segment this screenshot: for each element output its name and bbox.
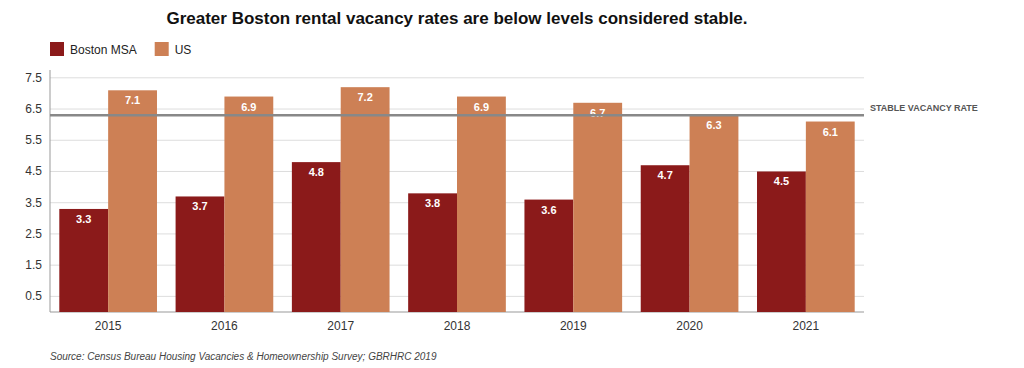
y-tick-label: 4.5: [25, 164, 42, 178]
bar: [292, 162, 341, 312]
y-tick-label: 6.5: [25, 102, 42, 116]
reference-lines: [50, 115, 864, 116]
bar: [457, 97, 506, 312]
y-tick-label: 0.5: [25, 289, 42, 303]
data-label: 6.1: [823, 126, 838, 138]
legend-swatch: [50, 42, 64, 56]
x-tick-label: 2021: [793, 319, 820, 333]
data-labels: 3.3 3.7 4.8 3.8 3.6 4.7 4.5 7.1 6.9 7.2 6.9 6.7 6.3 6…: [76, 91, 838, 225]
data-label: 7.2: [357, 91, 372, 103]
data-label: 7.1: [125, 94, 140, 106]
x-tick-label: 2015: [95, 319, 122, 333]
x-tick-label: 2018: [444, 319, 471, 333]
bar: [806, 122, 855, 312]
bar: [108, 90, 157, 312]
data-label: 4.5: [774, 175, 789, 187]
legend-swatch: [155, 42, 169, 56]
reference-line: [50, 114, 864, 117]
x-tick-label: 2017: [327, 319, 354, 333]
bar: [176, 196, 225, 312]
y-tick-label: 3.5: [25, 196, 42, 210]
data-label: 6.9: [474, 101, 489, 113]
bar: [59, 209, 108, 312]
bars: [59, 87, 854, 312]
y-tick-label: 1.5: [25, 258, 42, 272]
x-tick-label: 2020: [676, 319, 703, 333]
chart: Greater Boston rental vacancy rates are …: [0, 0, 1024, 368]
source-note: Source: Census Bureau Housing Vacancies …: [50, 351, 437, 362]
legend-item: US: [155, 42, 192, 57]
y-axis-line: [50, 70, 51, 312]
grid-line: [50, 77, 864, 78]
data-label: 3.7: [192, 200, 207, 212]
legend-label: US: [175, 43, 192, 57]
data-label: 6.7: [590, 107, 605, 119]
data-label: 3.8: [425, 197, 440, 209]
x-tick-label: 2019: [560, 319, 587, 333]
data-label: 6.9: [241, 101, 256, 113]
x-tick-label: 2016: [211, 319, 238, 333]
bar: [524, 200, 573, 312]
data-label: 3.6: [541, 204, 556, 216]
bar: [757, 171, 806, 312]
bar: [341, 87, 390, 312]
bar: [408, 193, 457, 312]
title: Greater Boston rental vacancy rates are …: [166, 9, 747, 28]
bar: [224, 97, 273, 312]
data-label: 3.3: [76, 213, 91, 225]
data-label: 6.3: [706, 119, 721, 131]
reference-label: STABLE VACANCY RATE: [870, 103, 978, 113]
bar: [690, 115, 739, 312]
data-label: 4.8: [309, 166, 324, 178]
y-tick-label: 2.5: [25, 227, 42, 241]
legend: Boston MSA US: [50, 42, 191, 57]
data-label: 4.7: [658, 169, 673, 181]
y-tick-label: 7.5: [25, 71, 42, 85]
legend-item: Boston MSA: [50, 42, 137, 57]
legend-label: Boston MSA: [70, 43, 137, 57]
y-tick-label: 5.5: [25, 133, 42, 147]
bar: [573, 103, 622, 312]
bar: [641, 165, 690, 312]
